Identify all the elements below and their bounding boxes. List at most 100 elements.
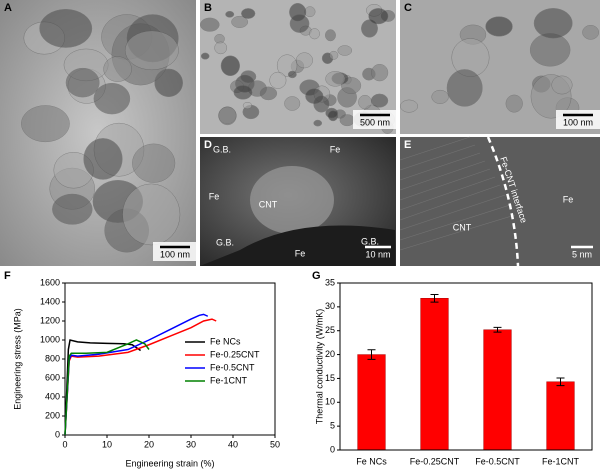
x-tick-label: 20 [144, 439, 154, 449]
line-series [64, 313, 209, 436]
y-tick-label: 30 [325, 301, 335, 311]
x-tick-label: Fe-0.5CNT [475, 456, 520, 466]
grain [284, 96, 301, 111]
x-tick-label: 30 [186, 439, 196, 449]
interface-line [486, 136, 520, 267]
bar [357, 354, 386, 451]
grain [124, 30, 179, 71]
annotation: CNT [453, 222, 472, 232]
micrographs [0, 0, 600, 267]
grain [370, 93, 389, 108]
bar [483, 329, 512, 451]
panel-label: D [204, 139, 212, 151]
cnt-particle [250, 166, 334, 234]
grain [485, 16, 513, 37]
y-tick-label: 0 [55, 429, 60, 439]
grain [200, 52, 210, 60]
scale-bar-label: 100 nm [563, 117, 593, 127]
grain [304, 6, 316, 18]
annotation: G.B. [216, 237, 234, 247]
error-bar [430, 293, 439, 303]
error-bar [556, 377, 565, 387]
y-tick-label: 400 [45, 391, 60, 401]
grain [313, 119, 323, 127]
x-tick-label: Fe NCs [356, 456, 387, 466]
grain [339, 114, 355, 127]
y-tick-label: 25 [325, 325, 335, 335]
panel-label: B [204, 2, 212, 14]
grain [269, 71, 287, 89]
y-tick-label: 1400 [40, 296, 60, 306]
grain [309, 28, 320, 40]
panel-label: E [404, 139, 411, 151]
grain [337, 45, 353, 56]
grain [289, 14, 310, 33]
legend-label: Fe NCs [210, 336, 241, 346]
y-tick-label: 1200 [40, 315, 60, 325]
grain [154, 68, 183, 97]
grain [241, 8, 256, 19]
bar [420, 298, 449, 451]
x-tick-label: 40 [228, 439, 238, 449]
grain [214, 41, 228, 55]
grain [220, 55, 240, 76]
grain [325, 107, 338, 119]
grain [329, 50, 339, 60]
panel-label: G [312, 270, 321, 282]
grain [287, 70, 297, 79]
grain [533, 8, 573, 39]
x-tick-label: 50 [270, 439, 280, 449]
line-series [64, 318, 217, 436]
grain [103, 56, 132, 82]
y-tick-label: 15 [325, 373, 335, 383]
annotation: Fe [330, 144, 341, 154]
y-tick-label: 35 [325, 277, 335, 287]
panel-label: F [4, 270, 11, 282]
panel-label: C [404, 2, 412, 14]
grain [132, 143, 176, 183]
grain [242, 101, 253, 110]
grain [551, 75, 573, 95]
grain [371, 63, 389, 82]
x-tick-label: Fe-1CNT [542, 456, 580, 466]
annotation: CNT [259, 199, 278, 209]
grain [295, 52, 313, 69]
grain [200, 225, 395, 266]
annotation: Fe [563, 194, 574, 204]
y-axis-label: Engineering stress (MPa) [12, 308, 22, 410]
grain [21, 105, 70, 143]
grain [529, 33, 571, 67]
x-tick-label: 0 [62, 439, 67, 449]
y-tick-label: 600 [45, 372, 60, 382]
grain [233, 85, 253, 100]
annotation: G.B. [213, 144, 231, 154]
y-tick-label: 10 [325, 397, 335, 407]
legend-label: Fe-1CNT [210, 375, 248, 385]
grain [39, 9, 93, 48]
y-tick-label: 5 [330, 421, 335, 431]
annotation: Fe [295, 248, 306, 258]
grain [225, 10, 235, 18]
grain [505, 94, 523, 113]
y-tick-label: 1600 [40, 277, 60, 287]
grain [325, 71, 346, 87]
grain [324, 29, 336, 42]
micrograph-e [400, 137, 600, 266]
grain [122, 183, 181, 246]
grain [231, 15, 249, 28]
error-bar [493, 326, 502, 333]
y-tick-label: 1000 [40, 334, 60, 344]
legend-label: Fe-0.5CNT [210, 362, 255, 372]
grain [93, 82, 131, 115]
grain [199, 17, 220, 32]
x-axis-label: Engineering strain (%) [125, 458, 214, 468]
grain [446, 69, 483, 107]
y-tick-label: 800 [45, 353, 60, 363]
grain [358, 94, 372, 110]
line-series [64, 339, 150, 436]
y-tick-label: 200 [45, 410, 60, 420]
x-tick-label: Fe-0.25CNT [410, 456, 460, 466]
grain [218, 106, 237, 126]
grain [52, 193, 93, 225]
x-tick-label: 10 [102, 439, 112, 449]
